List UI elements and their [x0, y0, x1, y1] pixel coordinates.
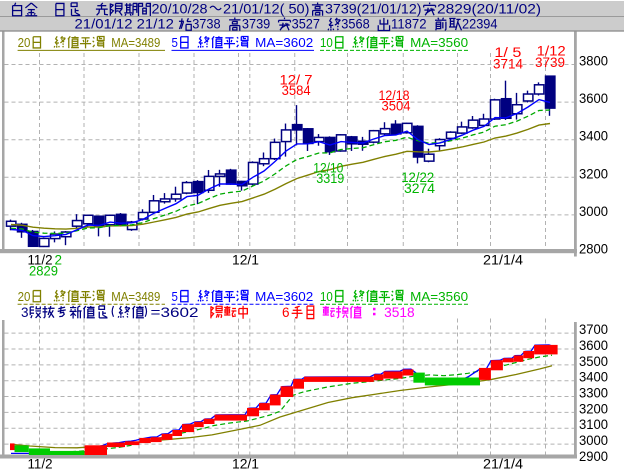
svg-text:3527: 3527 [292, 16, 321, 32]
svg-text:3568: 3568 [341, 16, 370, 32]
svg-text:MA=3602: MA=3602 [255, 35, 313, 50]
svg-text:3200: 3200 [579, 166, 608, 181]
svg-text:3400: 3400 [579, 129, 608, 144]
svg-text:1/12: 1/12 [537, 44, 566, 59]
svg-text:3800: 3800 [579, 54, 608, 69]
svg-text:3738: 3738 [192, 16, 221, 32]
svg-text:3000: 3000 [579, 433, 608, 448]
svg-text:3300: 3300 [579, 386, 608, 401]
svg-text:MA=3602: MA=3602 [255, 289, 313, 304]
svg-text:10: 10 [320, 289, 333, 304]
svg-text:3584: 3584 [282, 83, 311, 98]
svg-text:3000: 3000 [579, 204, 608, 219]
svg-text:3739: 3739 [535, 55, 565, 70]
svg-text:21/01/12( 50): 21/01/12( 50) [223, 1, 310, 17]
svg-text:3100: 3100 [579, 417, 608, 432]
svg-text:3714: 3714 [493, 57, 523, 72]
svg-text:3200: 3200 [579, 401, 608, 416]
svg-text:2800: 2800 [579, 241, 608, 256]
svg-text:6: 6 [282, 305, 290, 320]
svg-text:12/18: 12/18 [379, 88, 410, 103]
svg-text:=3602: =3602 [151, 305, 199, 320]
svg-text:MA=3489: MA=3489 [111, 35, 160, 50]
svg-text:3: 3 [21, 305, 29, 320]
svg-text:2900: 2900 [579, 449, 608, 464]
svg-text:3500: 3500 [579, 354, 608, 369]
svg-text:20/10/28: 20/10/28 [152, 1, 208, 17]
svg-text:3319: 3319 [316, 171, 344, 186]
svg-text:2829(20/11/02): 2829(20/11/02) [437, 1, 541, 17]
svg-text:12/1: 12/1 [232, 253, 259, 268]
svg-text:11872: 11872 [391, 16, 427, 32]
svg-text:2829: 2829 [29, 263, 58, 278]
svg-text:3400: 3400 [579, 370, 608, 385]
svg-text:11/2: 11/2 [28, 253, 53, 268]
svg-text:2: 2 [55, 253, 63, 268]
svg-text:1/ 5: 1/ 5 [494, 45, 521, 60]
svg-text:21/01/12 21/12: 21/01/12 21/12 [75, 16, 175, 32]
svg-text:10: 10 [320, 35, 333, 50]
svg-text:12/ 7: 12/ 7 [280, 73, 313, 88]
svg-text:5: 5 [172, 35, 178, 50]
svg-text:21/1/4: 21/1/4 [483, 456, 524, 471]
svg-text:20: 20 [18, 289, 31, 304]
svg-text:5: 5 [172, 289, 178, 304]
svg-text:3700: 3700 [579, 322, 608, 337]
svg-text:MA=3560: MA=3560 [410, 35, 468, 50]
svg-text:3739(21/01/12): 3739(21/01/12) [325, 1, 422, 17]
svg-text:3600: 3600 [579, 91, 608, 106]
svg-text:3504: 3504 [382, 99, 411, 114]
svg-text:21/1/4: 21/1/4 [483, 253, 524, 268]
svg-text:11/2: 11/2 [28, 456, 53, 471]
svg-text:3600: 3600 [579, 338, 608, 353]
svg-text:MA=3489: MA=3489 [111, 289, 160, 304]
svg-text:12/1: 12/1 [232, 456, 259, 471]
svg-text:22394: 22394 [462, 16, 498, 32]
svg-text:MA=3560: MA=3560 [410, 289, 468, 304]
svg-text:20: 20 [18, 35, 31, 50]
svg-text:12/22: 12/22 [401, 170, 434, 185]
svg-text:3518: 3518 [384, 305, 415, 320]
svg-text:3274: 3274 [404, 181, 435, 196]
svg-text:12/10: 12/10 [313, 161, 343, 176]
svg-text:3739: 3739 [242, 16, 271, 32]
